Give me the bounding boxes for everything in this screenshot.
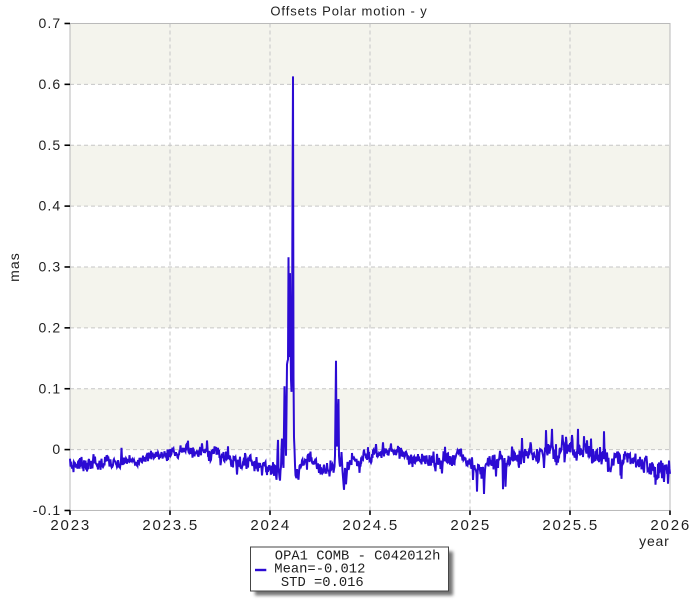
svg-text:2023.5: 2023.5 bbox=[142, 517, 199, 534]
svg-text:0.4: 0.4 bbox=[39, 198, 62, 214]
svg-text:Mean=-0.012: Mean=-0.012 bbox=[274, 563, 365, 578]
svg-text:2023: 2023 bbox=[50, 517, 91, 534]
svg-text:0.7: 0.7 bbox=[39, 15, 62, 31]
svg-text:year: year bbox=[639, 533, 669, 549]
svg-text:2024: 2024 bbox=[250, 517, 291, 534]
svg-text:0.6: 0.6 bbox=[39, 76, 62, 92]
svg-text:0.1: 0.1 bbox=[39, 380, 62, 396]
svg-text:mas: mas bbox=[6, 252, 22, 282]
svg-text:Offsets Polar motion - y: Offsets Polar motion - y bbox=[270, 4, 427, 19]
svg-text:OPA1 COMB - C042012h: OPA1 COMB - C042012h bbox=[275, 548, 441, 564]
svg-text:2026: 2026 bbox=[650, 517, 691, 534]
svg-text:-0.1: -0.1 bbox=[33, 502, 62, 518]
svg-text:0: 0 bbox=[52, 441, 61, 457]
svg-text:2025.5: 2025.5 bbox=[542, 517, 599, 534]
svg-text:0.5: 0.5 bbox=[39, 137, 62, 153]
svg-text:0.3: 0.3 bbox=[39, 259, 62, 275]
svg-text:2024.5: 2024.5 bbox=[342, 517, 399, 534]
svg-text:0.2: 0.2 bbox=[39, 319, 62, 335]
svg-text:2025: 2025 bbox=[450, 517, 491, 534]
svg-text:STD =0.016: STD =0.016 bbox=[281, 576, 364, 591]
